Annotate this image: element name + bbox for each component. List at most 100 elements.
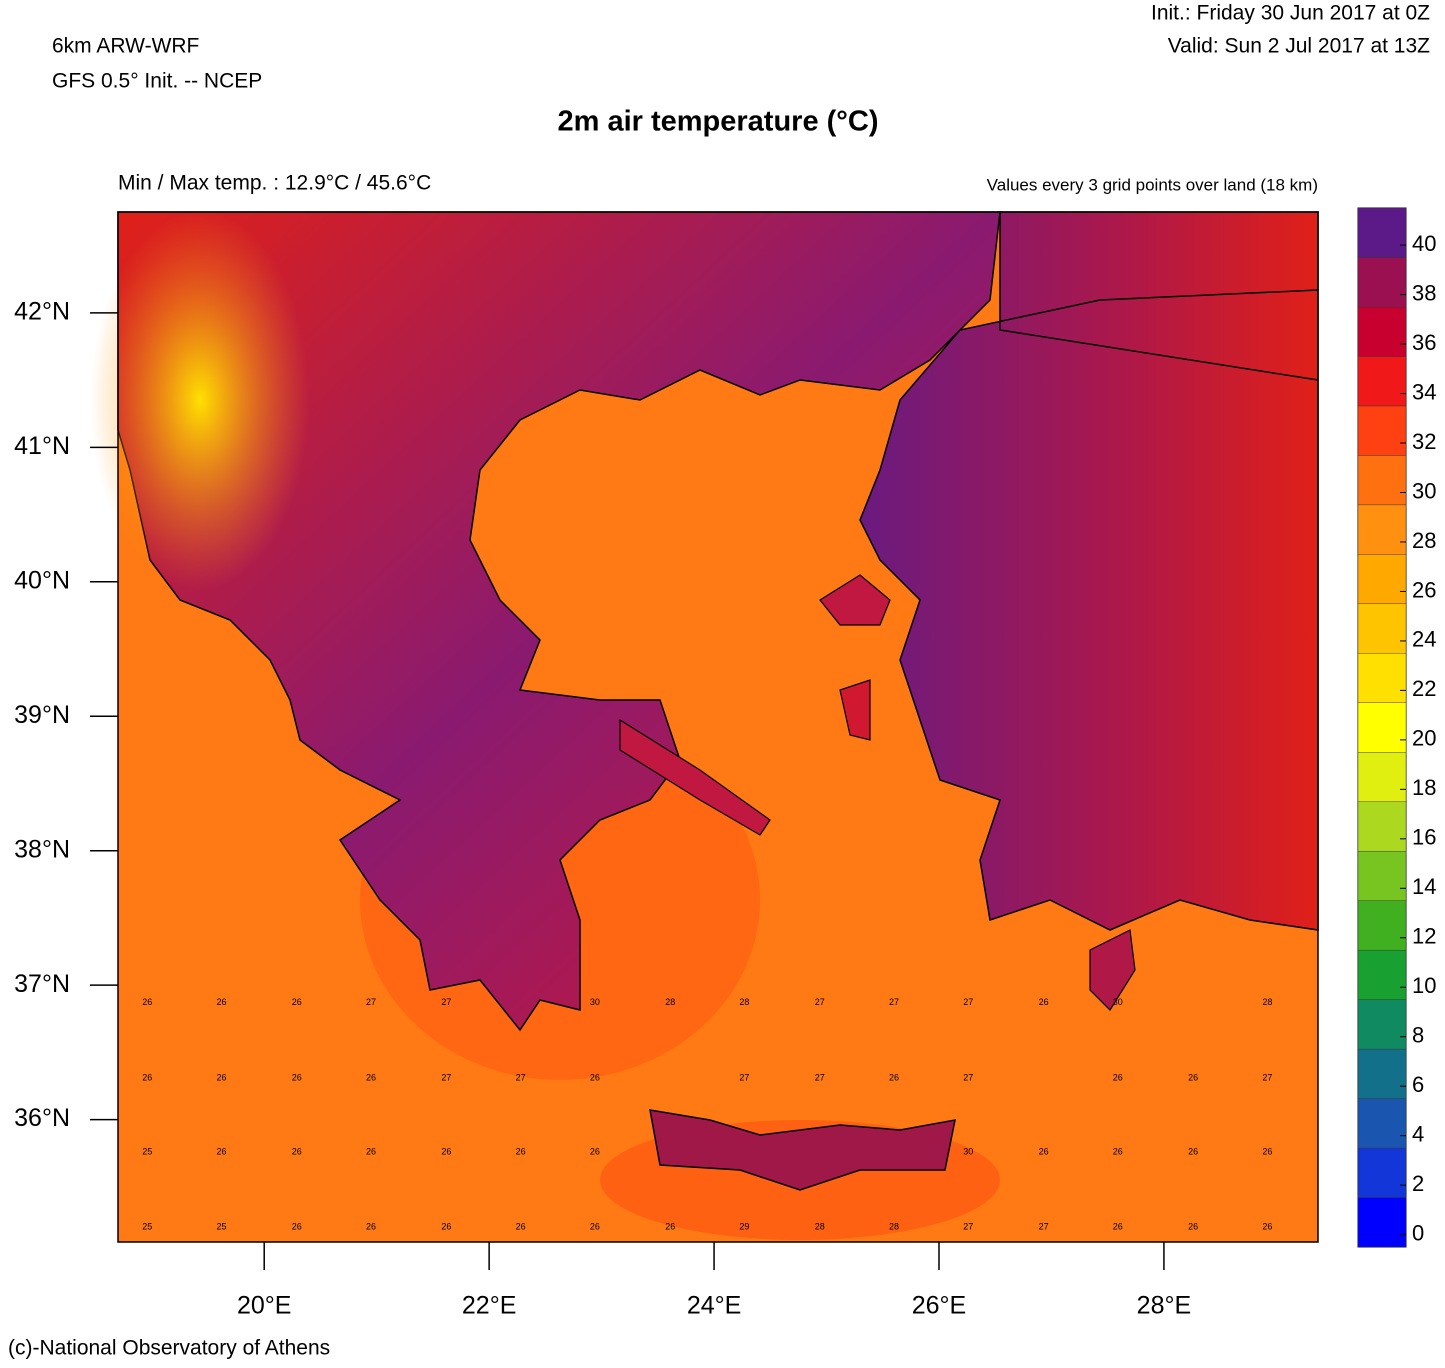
colorbar-band (1357, 356, 1407, 407)
colorbar-band (1357, 801, 1407, 852)
y-tick-label: 40°N (14, 566, 70, 594)
model-name: 6km ARW-WRF (52, 35, 199, 58)
colorbar-band (1357, 405, 1407, 456)
grid-value: 30 (590, 997, 600, 1007)
grid-value: 26 (665, 1222, 675, 1232)
grid-value: 26 (590, 1222, 600, 1232)
colorbar-band (1357, 1098, 1407, 1149)
grid-value: 27 (739, 1072, 749, 1082)
grid-value: 27 (963, 1072, 973, 1082)
grid-value: 27 (963, 997, 973, 1007)
colorbar-band (1357, 999, 1407, 1050)
grid-value: 26 (516, 1146, 526, 1156)
colorbar-label: 30 (1412, 478, 1436, 503)
colorbar-band (1357, 554, 1407, 605)
grid-value: 26 (292, 1222, 302, 1232)
grid-value: 26 (366, 1072, 376, 1082)
colorbar-label: 18 (1412, 775, 1436, 800)
init-time: Init.: Friday 30 Jun 2017 at 0Z (1151, 2, 1430, 25)
colorbar-label: 10 (1412, 973, 1436, 998)
grid-value: 28 (1262, 997, 1272, 1007)
grid-value: 26 (1039, 997, 1049, 1007)
grid-value: 28 (815, 1222, 825, 1232)
colorbar-label: 28 (1412, 528, 1436, 553)
grid-value: 26 (1188, 1146, 1198, 1156)
map-frame (117, 211, 1319, 1243)
colorbar-label: 14 (1412, 874, 1436, 899)
grid-value: 26 (1262, 1222, 1272, 1232)
colorbar-band (1357, 702, 1407, 753)
grid-value: 26 (1039, 1146, 1049, 1156)
y-tick-label: 38°N (14, 835, 70, 863)
grid-value: 29 (739, 1222, 749, 1232)
grid-value: 26 (1113, 1146, 1123, 1156)
colorbar-band (1357, 752, 1407, 802)
grid-value: 26 (292, 997, 302, 1007)
grid-value: 26 (142, 997, 152, 1007)
colorbar-band (1357, 1048, 1407, 1099)
grid-value: 26 (590, 1072, 600, 1082)
colorbar-label: 20 (1412, 726, 1436, 751)
grid-value: 26 (366, 1146, 376, 1156)
colorbar-band (1357, 949, 1407, 1000)
colorbar-band (1357, 455, 1407, 506)
colorbar-label: 0 (1412, 1220, 1424, 1245)
lesbos (819, 574, 891, 626)
grid-value: 26 (1113, 1222, 1123, 1232)
grid-value: 27 (889, 997, 899, 1007)
init-source: GFS 0.5° Init. -- NCEP (52, 70, 262, 93)
euboea (619, 718, 771, 836)
colorbar-label: 8 (1412, 1023, 1424, 1048)
grid-value: 28 (889, 1222, 899, 1232)
mainland (117, 211, 1001, 1032)
rhodes (1089, 929, 1136, 1011)
grid-value: 30 (1113, 997, 1123, 1007)
x-tick-label: 26°E (912, 1292, 966, 1320)
grid-value: 27 (441, 997, 451, 1007)
grid-value: 25 (142, 1222, 152, 1232)
grid-value: 30 (963, 1146, 973, 1156)
grid-value: 27 (815, 997, 825, 1007)
grid-value: 27 (1039, 1222, 1049, 1232)
colorbar-label: 34 (1412, 379, 1436, 404)
grid-value: 26 (292, 1072, 302, 1082)
grid-value: 27 (815, 1072, 825, 1082)
grid-value: 26 (1188, 1072, 1198, 1082)
crete (649, 1109, 956, 1191)
colorbar-band (1357, 653, 1407, 703)
grid-value: 26 (1188, 1222, 1198, 1232)
colorbar-label: 16 (1412, 825, 1436, 850)
y-tick-label: 36°N (14, 1104, 70, 1132)
colorbar-band (1357, 1147, 1407, 1198)
cool-land (90, 210, 310, 590)
grid-value: 27 (366, 997, 376, 1007)
grid-value: 26 (516, 1222, 526, 1232)
grid-value: 28 (665, 997, 675, 1007)
colorbar-label: 2 (1412, 1171, 1424, 1196)
colorbar-label: 24 (1412, 627, 1436, 652)
footer: (c)-National Observatory of Athens (8, 1337, 330, 1360)
colorbar-label: 6 (1412, 1072, 1424, 1097)
grid-value: 27 (963, 1222, 973, 1232)
grid-value: 26 (216, 1072, 226, 1082)
grid-value: 25 (216, 1222, 226, 1232)
grid-value: 26 (1113, 1072, 1123, 1082)
grid-value: 28 (739, 997, 749, 1007)
grid-value: 26 (216, 1146, 226, 1156)
x-tick-label: 20°E (237, 1292, 291, 1320)
colorbar-band (1357, 900, 1407, 951)
grid-value: 26 (142, 1072, 152, 1082)
valid-time: Valid: Sun 2 Jul 2017 at 13Z (1168, 35, 1430, 58)
colorbar-band (1357, 207, 1407, 258)
y-tick-label: 41°N (14, 432, 70, 460)
colorbar-band (1357, 850, 1407, 901)
colorbar-band (1357, 306, 1407, 357)
grid-value: 26 (366, 1222, 376, 1232)
grid-value: 26 (889, 1072, 899, 1082)
y-tick-label: 39°N (14, 701, 70, 729)
colorbar-label: 4 (1412, 1121, 1424, 1146)
subtitle-right: Values every 3 grid points over land (18… (987, 175, 1318, 194)
map (90, 210, 1319, 1242)
grid-value: 27 (516, 1072, 526, 1082)
y-tick-label: 42°N (14, 297, 70, 325)
